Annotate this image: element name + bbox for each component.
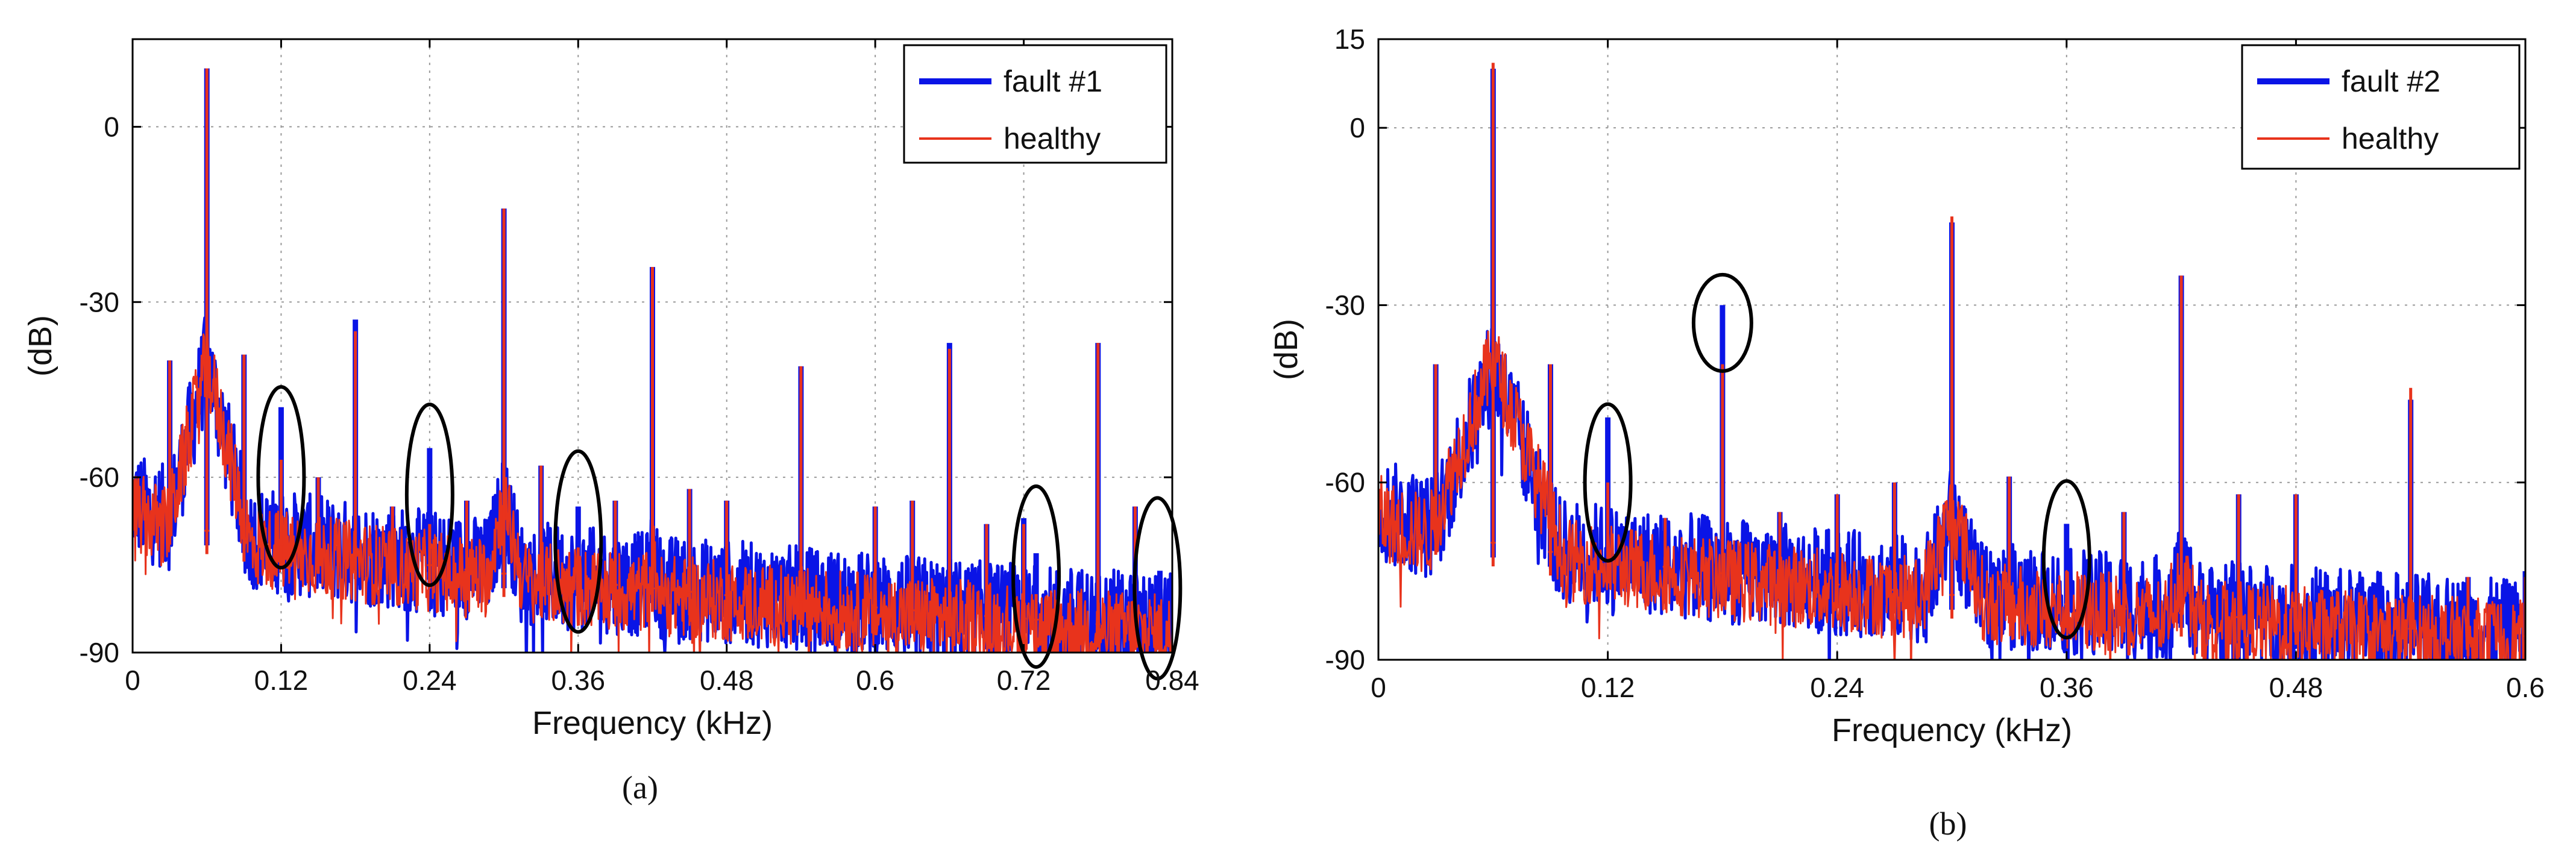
- annotation-ellipse: [1132, 496, 1183, 681]
- axes-frame: [1377, 38, 2527, 661]
- legend-label: fault #1: [1004, 64, 1102, 98]
- x-tick-label: 0.12: [1581, 672, 1635, 703]
- y-tick-label: -30: [80, 286, 119, 318]
- legend: fault #1 healthy: [903, 44, 1167, 164]
- x-tick-label: 0: [125, 665, 140, 696]
- y-axis-label: (dB): [1268, 319, 1304, 380]
- chart-panel-a: 0 0.12 0.24 0.36 0.48 0.6 0.72 0.84 -90 -60 -30 0 Fr…: [22, 38, 1199, 806]
- y-tick-label: -30: [1325, 289, 1365, 321]
- y-tick-label: -90: [1325, 644, 1365, 675]
- annotation-ellipse: [2041, 479, 2091, 640]
- y-tick-label: -90: [80, 637, 119, 668]
- annotation-ellipse: [553, 449, 603, 634]
- x-axis-label: Frequency (kHz): [532, 705, 773, 741]
- y-tick-label: 0: [104, 111, 119, 142]
- y-axis-label: (dB): [22, 315, 58, 377]
- x-tick-label: 0.48: [2269, 672, 2323, 703]
- panel-caption: (b): [1929, 806, 1967, 842]
- legend-label: healthy: [2342, 122, 2439, 155]
- y-tick-label: 15: [1334, 23, 1365, 55]
- x-tick-label: 0.36: [551, 665, 606, 696]
- series-healthy: [133, 68, 1172, 653]
- x-tick-label: 0.24: [403, 665, 457, 696]
- x-tick-label: 0.6: [2506, 672, 2545, 703]
- y-tick-label: -60: [80, 462, 119, 493]
- grid: [133, 39, 1172, 653]
- ticks: 0 0.12 0.24 0.36 0.48 0.6 -90 -60 -30 0 15: [1325, 23, 2545, 703]
- x-tick-label: 0.72: [997, 665, 1051, 696]
- annotations: [256, 385, 1183, 681]
- legend-label: fault #2: [2342, 64, 2440, 98]
- annotation-ellipse: [404, 402, 454, 587]
- annotations: [1583, 272, 2091, 640]
- chart-panel-b: 0 0.12 0.24 0.36 0.48 0.6 -90 -60 -30 0 15 Frequenc…: [1268, 23, 2545, 842]
- legend-label: healthy: [1004, 122, 1101, 155]
- x-tick-label: 0: [1371, 672, 1386, 703]
- annotation-ellipse: [1011, 484, 1061, 669]
- legend-box: [903, 44, 1167, 164]
- series-healthy: [1378, 63, 2525, 660]
- annotation-ellipse: [1691, 272, 1753, 373]
- legend: fault #2 healthy: [2241, 44, 2521, 170]
- axes-frame: [131, 38, 1173, 654]
- annotation-ellipse: [256, 385, 306, 570]
- panel-caption: (a): [622, 769, 658, 806]
- x-tick-label: 0.48: [700, 665, 754, 696]
- legend-box: [2241, 44, 2521, 170]
- x-tick-label: 0.24: [1810, 672, 1864, 703]
- x-tick-label: 0.12: [254, 665, 309, 696]
- y-tick-label: -60: [1325, 467, 1365, 498]
- ticks: 0 0.12 0.24 0.36 0.48 0.6 0.72 0.84 -90 -60 -30 0: [80, 39, 1199, 696]
- x-axis-label: Frequency (kHz): [1832, 712, 2072, 748]
- annotation-ellipse: [1583, 402, 1633, 563]
- y-tick-label: 0: [1349, 112, 1365, 143]
- x-tick-label: 0.84: [1145, 665, 1199, 696]
- x-tick-label: 0.6: [856, 665, 894, 696]
- x-tick-label: 0.36: [2040, 672, 2094, 703]
